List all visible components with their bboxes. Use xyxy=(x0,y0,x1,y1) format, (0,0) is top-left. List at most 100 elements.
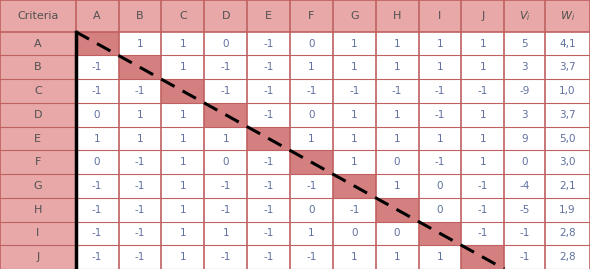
Bar xyxy=(290,0,333,32)
Text: -1: -1 xyxy=(435,86,445,96)
Text: -1: -1 xyxy=(221,181,231,191)
Bar xyxy=(461,55,504,79)
Text: E: E xyxy=(34,133,41,143)
Bar xyxy=(162,174,204,198)
Text: I: I xyxy=(438,11,441,21)
Bar xyxy=(504,174,545,198)
Bar xyxy=(162,222,204,245)
Bar xyxy=(376,79,418,103)
Text: -1: -1 xyxy=(135,252,145,262)
Text: -1: -1 xyxy=(306,86,317,96)
Bar xyxy=(247,55,290,79)
Text: D: D xyxy=(34,110,42,120)
Bar xyxy=(333,150,376,174)
Text: 1: 1 xyxy=(222,133,229,143)
Text: -1: -1 xyxy=(392,86,402,96)
Bar xyxy=(76,55,119,79)
Text: -1: -1 xyxy=(519,252,530,262)
Text: 5,0: 5,0 xyxy=(559,133,576,143)
Text: -1: -1 xyxy=(435,157,445,167)
Bar xyxy=(247,222,290,245)
Bar xyxy=(204,150,247,174)
Text: 1: 1 xyxy=(179,133,186,143)
Text: -1: -1 xyxy=(92,86,102,96)
Bar xyxy=(0,103,76,127)
Bar xyxy=(461,127,504,150)
Bar xyxy=(290,174,333,198)
Bar xyxy=(545,245,590,269)
Bar xyxy=(461,32,504,55)
Bar xyxy=(545,55,590,79)
Text: -1: -1 xyxy=(306,181,317,191)
Text: A: A xyxy=(34,39,42,49)
Text: 1: 1 xyxy=(137,39,143,49)
Text: 1: 1 xyxy=(351,110,358,120)
Bar xyxy=(204,32,247,55)
Text: 0: 0 xyxy=(521,157,527,167)
Text: 0: 0 xyxy=(308,110,314,120)
Text: $V_i$: $V_i$ xyxy=(519,9,530,23)
Text: 3,7: 3,7 xyxy=(559,110,576,120)
Text: 1: 1 xyxy=(394,62,401,72)
Text: $W_i$: $W_i$ xyxy=(560,9,575,23)
Bar xyxy=(162,0,204,32)
Bar xyxy=(290,222,333,245)
Text: -1: -1 xyxy=(221,62,231,72)
Bar xyxy=(376,198,418,222)
Bar xyxy=(290,32,333,55)
Text: 0: 0 xyxy=(308,205,314,215)
Bar xyxy=(204,174,247,198)
Text: J: J xyxy=(481,11,484,21)
Bar xyxy=(418,0,461,32)
Text: Criteria: Criteria xyxy=(17,11,58,21)
Text: 1: 1 xyxy=(394,110,401,120)
Bar xyxy=(290,103,333,127)
Text: 0: 0 xyxy=(308,39,314,49)
Text: -1: -1 xyxy=(92,181,102,191)
Text: -1: -1 xyxy=(92,62,102,72)
Text: -9: -9 xyxy=(519,86,530,96)
Text: 0: 0 xyxy=(351,228,358,238)
Bar xyxy=(204,198,247,222)
Text: 1: 1 xyxy=(137,133,143,143)
Text: 0: 0 xyxy=(94,110,100,120)
Bar xyxy=(247,245,290,269)
Bar xyxy=(504,198,545,222)
Bar xyxy=(119,198,162,222)
Text: 1: 1 xyxy=(480,62,486,72)
Bar xyxy=(461,150,504,174)
Text: I: I xyxy=(36,228,40,238)
Bar xyxy=(0,55,76,79)
Bar xyxy=(504,222,545,245)
Bar xyxy=(461,198,504,222)
Text: -1: -1 xyxy=(135,181,145,191)
Text: -1: -1 xyxy=(263,228,274,238)
Text: 1: 1 xyxy=(179,181,186,191)
Text: -1: -1 xyxy=(263,205,274,215)
Text: 1: 1 xyxy=(351,62,358,72)
Bar xyxy=(76,103,119,127)
Bar xyxy=(119,174,162,198)
Text: 2,8: 2,8 xyxy=(559,228,576,238)
Text: 1: 1 xyxy=(480,157,486,167)
Text: 1: 1 xyxy=(437,39,443,49)
Text: 1,9: 1,9 xyxy=(559,205,576,215)
Bar xyxy=(0,32,76,55)
Bar xyxy=(247,0,290,32)
Text: 2,8: 2,8 xyxy=(559,252,576,262)
Text: -1: -1 xyxy=(263,110,274,120)
Text: 2,1: 2,1 xyxy=(559,181,576,191)
Text: -1: -1 xyxy=(478,86,488,96)
Text: 1,0: 1,0 xyxy=(559,86,576,96)
Bar xyxy=(119,222,162,245)
Text: 1: 1 xyxy=(308,133,314,143)
Bar xyxy=(162,32,204,55)
Bar xyxy=(247,79,290,103)
Bar xyxy=(418,245,461,269)
Bar xyxy=(461,174,504,198)
Bar xyxy=(418,32,461,55)
Bar xyxy=(76,32,119,55)
Text: -1: -1 xyxy=(263,181,274,191)
Bar xyxy=(333,245,376,269)
Text: 1: 1 xyxy=(137,110,143,120)
